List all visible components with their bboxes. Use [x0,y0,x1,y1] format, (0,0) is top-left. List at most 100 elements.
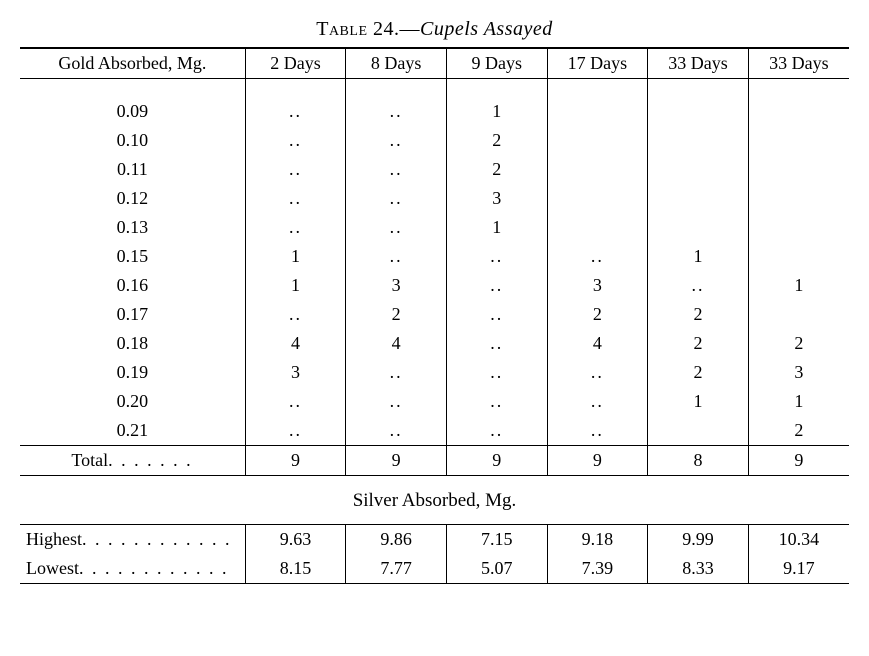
cell [748,184,849,213]
cell: 2 [648,358,749,387]
cell: .. [446,329,547,358]
silver-row: Lowest 8.15 7.77 5.07 7.39 8.33 9.17 [20,554,849,584]
row-label: 0.16 [20,271,245,300]
cell [648,97,749,126]
header-day: 9 Days [446,48,547,79]
cell: 2 [748,329,849,358]
table-caption-name: Cupels Assayed [420,18,553,40]
header-first: Gold Absorbed, Mg. [20,48,245,79]
header-day: 33 Days [648,48,749,79]
row-label: 0.13 [20,213,245,242]
silver-heading-row: Silver Absorbed, Mg. [20,476,849,525]
cell: 1 [446,213,547,242]
cell: 3 [547,271,648,300]
cell: 1 [446,97,547,126]
silver-cell: 10.34 [748,525,849,555]
cell [547,155,648,184]
table-row: 0.193......23 [20,358,849,387]
silver-cell: 7.15 [446,525,547,555]
cell [748,97,849,126]
cell [648,213,749,242]
cell: 3 [245,358,346,387]
cell: .. [446,300,547,329]
cell: .. [346,126,447,155]
header-day: 17 Days [547,48,648,79]
total-cell: 9 [748,446,849,476]
silver-row: Highest 9.63 9.86 7.15 9.18 9.99 10.34 [20,525,849,555]
cell [748,242,849,271]
cell [748,213,849,242]
cell: .. [346,97,447,126]
row-label: 0.10 [20,126,245,155]
table-row: 0.17..2..22 [20,300,849,329]
row-label: 0.18 [20,329,245,358]
data-table: Gold Absorbed, Mg. 2 Days 8 Days 9 Days … [20,47,849,584]
table-caption-prefix: Table 24.— [316,18,420,40]
row-label: 0.15 [20,242,245,271]
table-row: 0.09....1 [20,97,849,126]
silver-cell: 8.33 [648,554,749,584]
row-label: 0.21 [20,416,245,446]
cell: .. [446,358,547,387]
cell: 1 [748,271,849,300]
silver-cell: 5.07 [446,554,547,584]
table-row: 0.20........11 [20,387,849,416]
total-cell: 9 [346,446,447,476]
cell: .. [547,416,648,446]
cell: .. [346,358,447,387]
cell: 2 [748,416,849,446]
row-label: 0.11 [20,155,245,184]
table-row: 0.12....3 [20,184,849,213]
table-row: 0.11....2 [20,155,849,184]
cell: .. [446,416,547,446]
cell: 1 [245,271,346,300]
cell: 3 [748,358,849,387]
row-label: 0.09 [20,97,245,126]
cell [748,126,849,155]
cell: 2 [547,300,648,329]
row-label: 0.17 [20,300,245,329]
total-cell: 9 [446,446,547,476]
cell: 2 [346,300,447,329]
cell: .. [346,155,447,184]
cell: 1 [748,387,849,416]
cell: 2 [648,329,749,358]
cell: .. [245,387,346,416]
total-row: Total 9 9 9 9 8 9 [20,446,849,476]
silver-cell: 9.63 [245,525,346,555]
cell [547,213,648,242]
cell: .. [245,300,346,329]
cell: .. [346,242,447,271]
silver-heading: Silver Absorbed, Mg. [20,476,849,525]
cell [648,126,749,155]
cell [547,126,648,155]
row-label: 0.12 [20,184,245,213]
cell: 1 [245,242,346,271]
cell: .. [547,358,648,387]
cell: .. [346,213,447,242]
cell: .. [346,416,447,446]
silver-label: Highest [20,525,245,555]
cell: 3 [446,184,547,213]
cell: 3 [346,271,447,300]
cell: 4 [346,329,447,358]
cell [748,300,849,329]
cell [547,184,648,213]
cell [748,155,849,184]
row-label: 0.20 [20,387,245,416]
cell: .. [346,184,447,213]
header-row: Gold Absorbed, Mg. 2 Days 8 Days 9 Days … [20,48,849,79]
cell [648,184,749,213]
silver-cell: 8.15 [245,554,346,584]
cell: .. [245,213,346,242]
silver-cell: 7.77 [346,554,447,584]
cell: .. [446,242,547,271]
cell: .. [245,97,346,126]
silver-label: Lowest [20,554,245,584]
cell: .. [245,126,346,155]
table-row: 0.21........2 [20,416,849,446]
table-row: 0.1844..422 [20,329,849,358]
total-cell: 8 [648,446,749,476]
header-day: 33 Days [748,48,849,79]
cell: 2 [446,126,547,155]
